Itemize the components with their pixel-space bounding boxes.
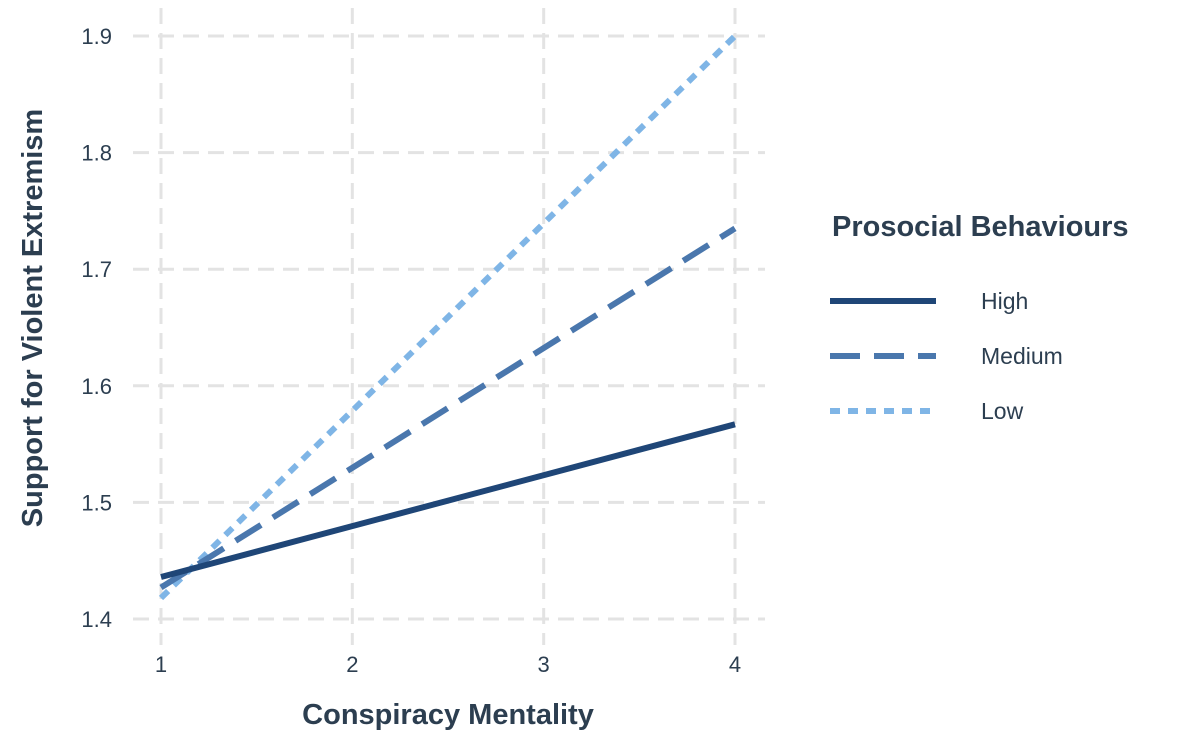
- y-tick-label: 1.5: [81, 490, 112, 515]
- series-line-high: [160, 421, 736, 580]
- legend: Prosocial Behaviours High Medium Low: [830, 211, 1129, 424]
- series-line-medium: [159, 225, 737, 591]
- x-tick-label: 2: [346, 652, 358, 677]
- series-lines: [158, 33, 738, 601]
- x-tick-label: 4: [729, 652, 741, 677]
- grid: [133, 8, 765, 645]
- legend-label: Medium: [981, 343, 1063, 369]
- y-tick-label: 1.6: [81, 374, 112, 399]
- x-axis-tick-labels: 1 2 3 4: [155, 652, 741, 677]
- legend-label: High: [981, 288, 1028, 314]
- y-axis-tick-labels: 1.4 1.5 1.6 1.7 1.8 1.9: [81, 24, 112, 632]
- y-tick-label: 1.7: [81, 257, 112, 282]
- y-axis-title: Support for Violent Extremism: [17, 109, 49, 527]
- y-tick-label: 1.9: [81, 24, 112, 49]
- legend-label: Low: [981, 398, 1024, 424]
- y-tick-label: 1.8: [81, 141, 112, 166]
- series-line-low: [158, 33, 738, 601]
- x-tick-label: 1: [155, 652, 167, 677]
- y-tick-label: 1.4: [81, 607, 112, 632]
- x-tick-label: 3: [538, 652, 550, 677]
- legend-title: Prosocial Behaviours: [832, 211, 1129, 243]
- x-axis-title: Conspiracy Mentality: [302, 699, 594, 731]
